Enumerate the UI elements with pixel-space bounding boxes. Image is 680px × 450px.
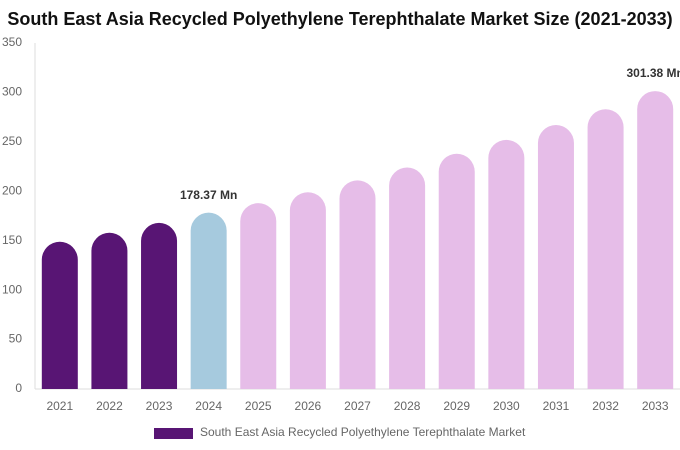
y-tick-label: 250 [2, 134, 22, 148]
bar [289, 192, 326, 389]
x-tick-label: 2024 [195, 399, 222, 413]
data-label: 301.38 Mn [627, 66, 680, 80]
y-tick-label: 350 [2, 35, 22, 49]
bar [537, 125, 574, 389]
bar [339, 180, 376, 389]
x-tick-label: 2029 [443, 399, 470, 413]
x-tick-label: 2030 [493, 399, 520, 413]
y-tick-label: 300 [2, 85, 22, 99]
bar [637, 91, 674, 390]
bar [141, 222, 178, 389]
x-tick-label: 2028 [394, 399, 421, 413]
data-label: 178.37 Mn [180, 188, 237, 202]
y-tick-label: 50 [9, 332, 23, 346]
x-tick-label: 2021 [46, 399, 73, 413]
legend-swatch [154, 428, 193, 439]
y-tick-label: 100 [2, 282, 22, 296]
legend-label: South East Asia Recycled Polyethylene Te… [200, 425, 526, 439]
x-tick-label: 2031 [543, 399, 570, 413]
bar [587, 109, 624, 390]
x-tick-label: 2033 [642, 399, 669, 413]
bar [240, 203, 277, 389]
x-tick-label: 2022 [96, 399, 123, 413]
bar [190, 212, 227, 389]
bar [488, 139, 525, 389]
y-tick-label: 0 [15, 381, 22, 395]
bar [389, 167, 426, 389]
x-tick-label: 2025 [245, 399, 272, 413]
x-tick-label: 2032 [592, 399, 619, 413]
y-tick-label: 200 [2, 183, 22, 197]
chart-title: South East Asia Recycled Polyethylene Te… [7, 9, 672, 29]
bar [91, 232, 128, 389]
x-tick-label: 2026 [295, 399, 322, 413]
y-tick-label: 150 [2, 233, 22, 247]
x-tick-label: 2023 [146, 399, 173, 413]
x-tick-label: 2027 [344, 399, 371, 413]
bar [438, 153, 475, 389]
bar [41, 241, 78, 389]
